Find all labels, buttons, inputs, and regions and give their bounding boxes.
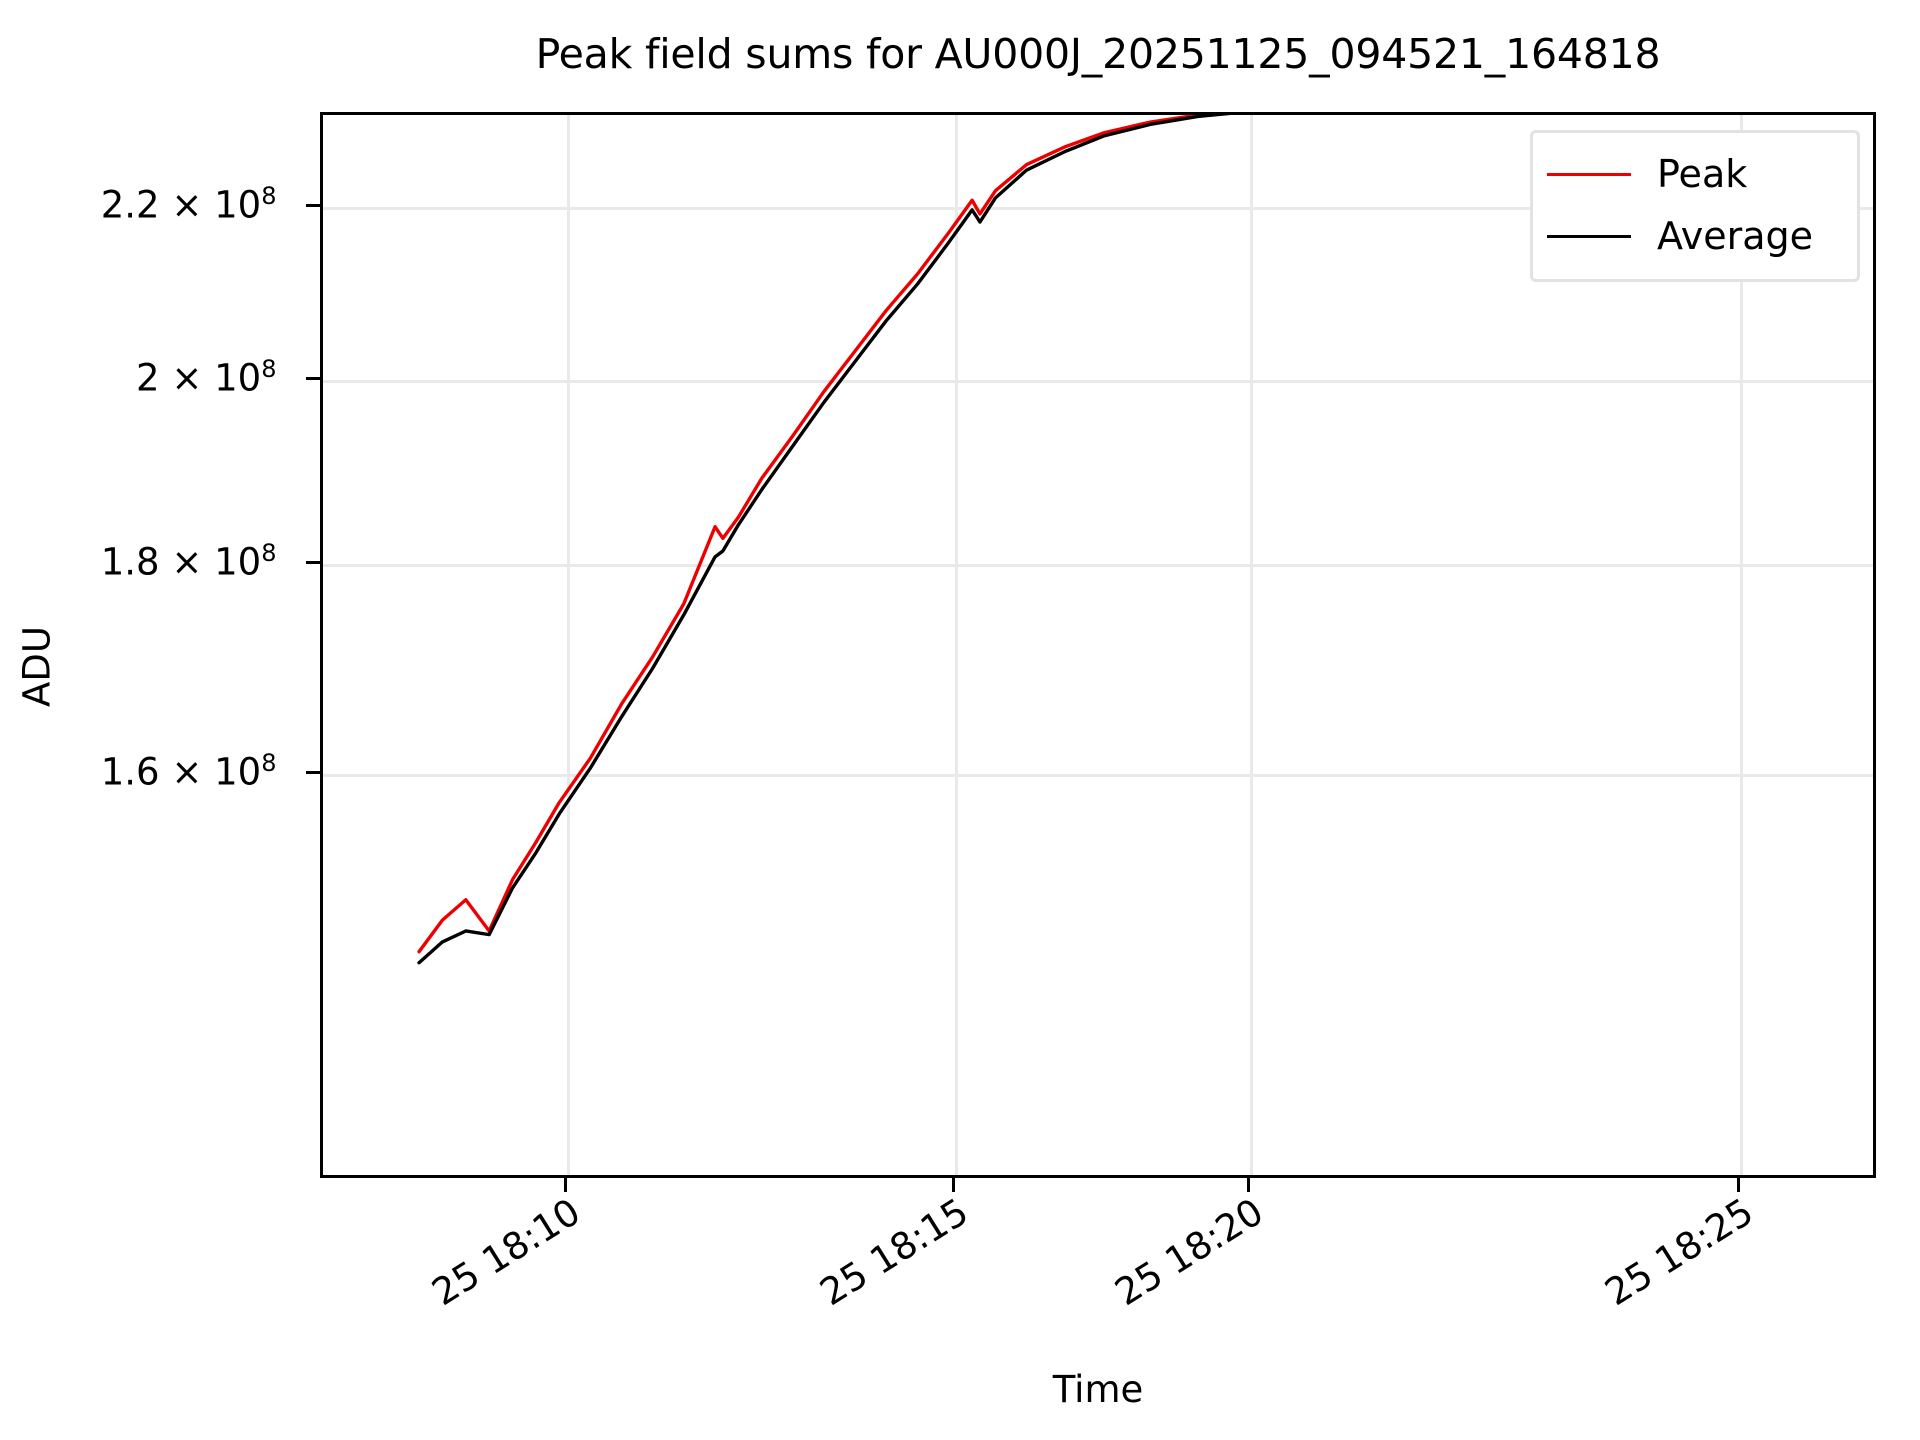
x-axis-tick-marks [320, 1178, 1876, 1192]
x-tick-label: 25 18:25 [1597, 1190, 1761, 1315]
legend-line-swatch [1547, 234, 1631, 238]
gridline-vertical [1250, 115, 1253, 1175]
x-tick-label: 25 18:10 [424, 1190, 588, 1315]
series-line-average [417, 115, 1231, 965]
y-tick-mark [306, 204, 320, 207]
gridline-vertical [955, 115, 958, 1175]
gridline-horizontal [323, 380, 1873, 383]
legend-label: Average [1657, 214, 1814, 258]
x-tick-label: 25 18:20 [1107, 1190, 1271, 1315]
y-axis-tick-marks [306, 112, 320, 1178]
y-tick-label: 2.2 × 108 [100, 182, 277, 227]
plot-area [320, 112, 1876, 1178]
x-tick-label: 25 18:15 [812, 1190, 976, 1315]
x-tick-mark [564, 1178, 567, 1192]
gridline-vertical [567, 115, 570, 1175]
legend-item-average[interactable]: Average [1547, 205, 1843, 267]
gridline-horizontal [323, 774, 1873, 777]
data-lines [417, 115, 1231, 965]
y-tick-mark [306, 771, 320, 774]
x-tick-mark [1247, 1178, 1250, 1192]
y-tick-mark [306, 377, 320, 380]
x-axis-tick-labels: 25 18:10 25 18:15 25 18:20 25 18:25 [0, 1190, 1920, 1350]
x-tick-mark [1737, 1178, 1740, 1192]
legend-line-swatch [1547, 172, 1631, 176]
y-tick-label: 1.6 × 108 [100, 749, 277, 794]
gridline-horizontal [323, 207, 1873, 210]
legend-label: Peak [1657, 152, 1748, 196]
y-axis-title: ADU [15, 626, 59, 707]
legend-item-peak[interactable]: Peak [1547, 143, 1843, 205]
y-axis-tick-labels: 2.2 × 108 2 × 108 1.8 × 108 1.6 × 108 [0, 112, 300, 1178]
y-tick-label: 2 × 108 [136, 355, 277, 400]
x-tick-mark [952, 1178, 955, 1192]
y-tick-mark [306, 561, 320, 564]
gridline-horizontal [323, 564, 1873, 567]
series-line-peak [417, 115, 1216, 954]
y-tick-label: 1.8 × 108 [100, 539, 277, 584]
gridline-vertical [1740, 115, 1743, 1175]
chart-title: Peak field sums for AU000J_20251125_0945… [535, 30, 1661, 78]
x-axis-title: Time [1052, 1368, 1144, 1411]
chart-legend: Peak Average [1530, 130, 1860, 282]
